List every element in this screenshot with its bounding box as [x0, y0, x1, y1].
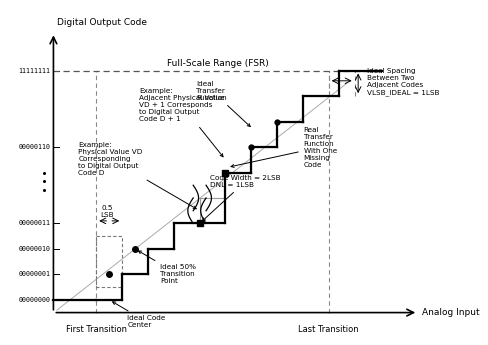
Text: Last Transition: Last Transition: [299, 325, 359, 334]
Text: Ideal
Transfer
Function: Ideal Transfer Function: [197, 81, 250, 127]
Text: Code Width = 2LSB
DNL = 1LSB: Code Width = 2LSB DNL = 1LSB: [203, 175, 281, 221]
Text: 0.5
LSB: 0.5 LSB: [101, 205, 114, 218]
Text: Ideal Spacing
Between Two
Adjacent Codes
VLSB_IDEAL = 1LSB: Ideal Spacing Between Two Adjacent Codes…: [367, 68, 440, 96]
Text: Real
Transfer
Function
With One
Missing
Code: Real Transfer Function With One Missing …: [231, 127, 337, 168]
Text: First Transition: First Transition: [66, 325, 127, 334]
Text: Ideal 50%
Transition
Point: Ideal 50% Transition Point: [139, 251, 196, 284]
Text: Analog Input: Analog Input: [422, 308, 479, 317]
Text: Ideal Code
Center: Ideal Code Center: [113, 302, 165, 328]
Text: Example:
Physical Value VD
Corresponding
to Digital Output
Code D: Example: Physical Value VD Corresponding…: [79, 142, 196, 209]
Text: 00000011: 00000011: [19, 220, 51, 226]
Text: Example:
Adjacent Physical Value
VD + 1 Corresponds
to Digital Output
Code D + 1: Example: Adjacent Physical Value VD + 1 …: [139, 88, 225, 157]
Text: 00000001: 00000001: [19, 272, 51, 277]
Text: 00000010: 00000010: [19, 246, 51, 252]
Text: Digital Output Code: Digital Output Code: [57, 18, 147, 27]
Text: 00000110: 00000110: [19, 144, 51, 150]
Text: 11111111: 11111111: [19, 68, 51, 73]
Text: 00000000: 00000000: [19, 297, 51, 303]
Text: Full-Scale Range (FSR): Full-Scale Range (FSR): [167, 59, 269, 68]
